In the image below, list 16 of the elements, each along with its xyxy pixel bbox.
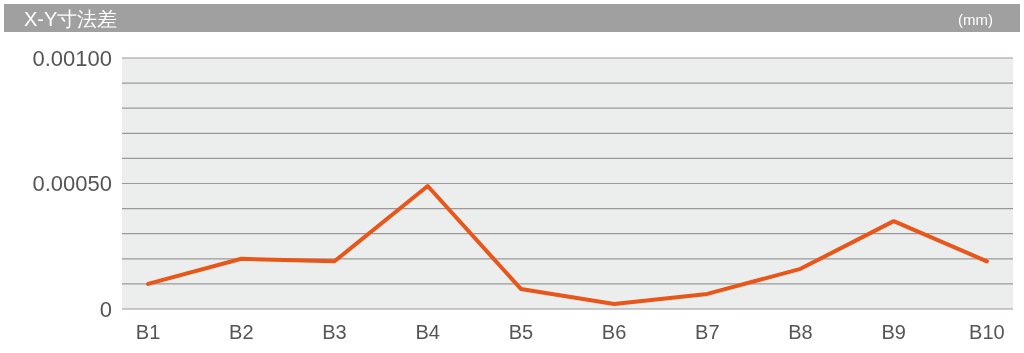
x-tick-label: B2 bbox=[229, 321, 254, 343]
x-tick-label: B7 bbox=[695, 321, 720, 343]
y-axis-title: (mm) bbox=[958, 11, 993, 28]
y-tick-label: 0.00100 bbox=[32, 45, 112, 71]
x-tick-label: B9 bbox=[881, 321, 906, 343]
x-tick-label: B8 bbox=[788, 321, 813, 343]
x-tick-label: B3 bbox=[322, 321, 347, 343]
y-tick-label: 0.00050 bbox=[32, 171, 112, 197]
x-tick-label: B5 bbox=[508, 321, 534, 343]
x-tick-label: B10 bbox=[969, 321, 1005, 343]
chart-title: X-Y寸法差 bbox=[24, 8, 118, 30]
x-tick-label: B1 bbox=[135, 321, 161, 343]
y-tick-label: 0 bbox=[99, 296, 112, 322]
x-tick-label: B6 bbox=[601, 321, 627, 343]
line-series bbox=[146, 184, 989, 306]
x-tick-label: B4 bbox=[415, 321, 440, 343]
